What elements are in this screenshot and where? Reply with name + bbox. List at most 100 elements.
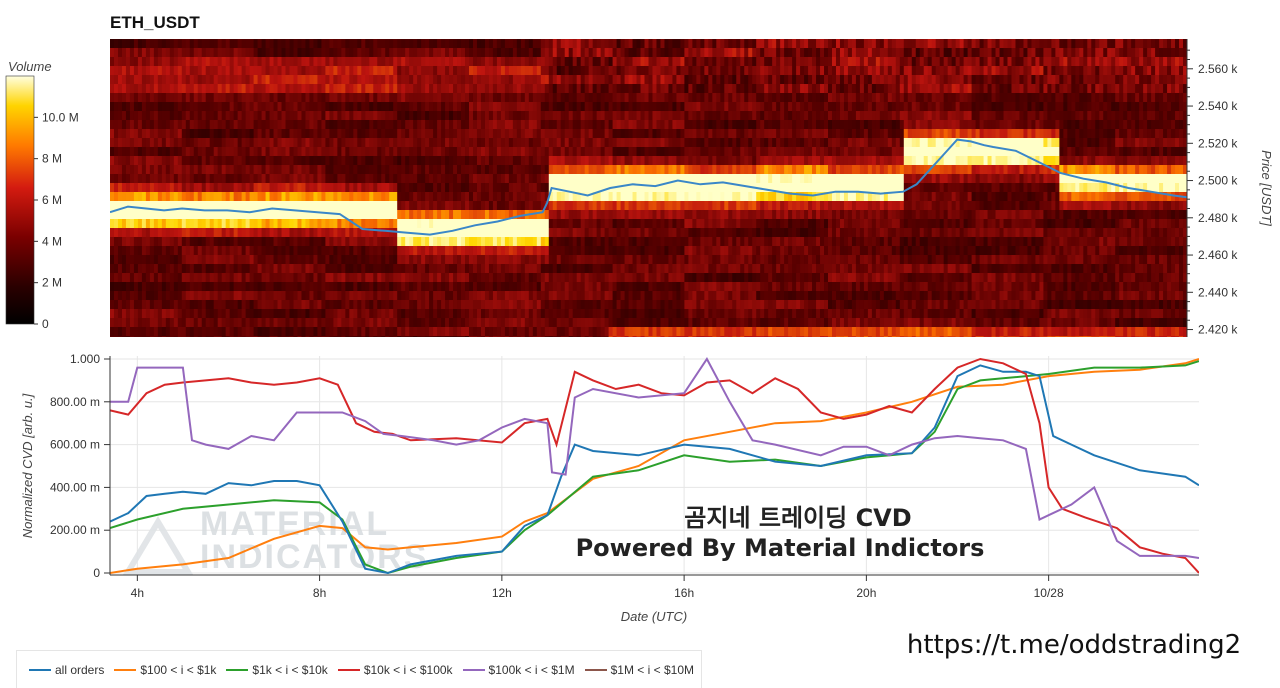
heatmap-cell xyxy=(457,228,462,237)
heatmap-cell xyxy=(445,291,450,300)
heatmap-cell xyxy=(117,291,123,300)
heatmap-cell xyxy=(293,129,299,138)
heatmap-cell xyxy=(540,120,546,129)
heatmap-cell xyxy=(628,156,634,165)
heatmap-cell xyxy=(552,84,558,93)
heatmap-cell xyxy=(165,147,171,156)
heatmap-cell xyxy=(421,84,426,93)
heatmap-cell xyxy=(209,210,215,219)
heatmap-cell xyxy=(608,84,614,93)
heatmap-cell xyxy=(488,84,494,93)
heatmap-cell xyxy=(417,336,422,337)
heatmap-cell xyxy=(333,291,338,300)
heatmap-cell xyxy=(225,327,231,336)
heatmap-cell xyxy=(377,210,382,219)
heatmap-cell xyxy=(369,129,374,138)
heatmap-cell xyxy=(692,165,697,174)
heatmap-cell xyxy=(249,192,255,201)
heatmap-cell xyxy=(293,201,299,210)
heatmap-cell xyxy=(169,66,175,75)
heatmap-cell xyxy=(149,264,155,273)
heatmap-cell xyxy=(656,93,662,102)
heatmap-cell xyxy=(365,138,370,147)
heatmap-cell xyxy=(560,228,566,237)
heatmap-cell xyxy=(209,309,215,318)
heatmap-cell xyxy=(197,210,203,219)
heatmap-cell xyxy=(305,129,311,138)
heatmap-cell xyxy=(305,336,311,337)
heatmap-cell xyxy=(496,165,502,174)
heatmap-cell xyxy=(644,273,650,282)
heatmap-cell xyxy=(608,255,614,264)
heatmap-cell xyxy=(528,309,534,318)
heatmap-cell xyxy=(616,201,622,210)
heatmap-cell xyxy=(345,273,350,282)
heatmap-cell xyxy=(353,291,358,300)
heatmap-cell xyxy=(289,84,295,93)
heatmap-cell xyxy=(616,129,622,138)
heatmap-cell xyxy=(500,156,506,165)
heatmap-cell xyxy=(660,93,666,102)
heatmap-cell xyxy=(381,282,386,291)
heatmap-cell xyxy=(660,300,666,309)
heatmap-cell xyxy=(672,282,678,291)
heatmap-cell xyxy=(341,264,346,273)
heatmap-cell xyxy=(381,57,386,66)
heatmap-cell xyxy=(297,84,303,93)
heatmap-cell xyxy=(441,255,446,264)
heatmap-cell xyxy=(417,174,422,183)
heatmap-cell xyxy=(596,210,602,219)
heatmap-cell xyxy=(572,66,578,75)
heatmap-cell xyxy=(472,66,478,75)
heatmap-cell xyxy=(405,309,410,318)
heatmap-cell xyxy=(145,120,151,129)
heatmap-cell xyxy=(584,183,590,192)
heatmap-cell xyxy=(129,156,135,165)
heatmap-cell xyxy=(277,255,283,264)
heatmap-cell xyxy=(281,228,287,237)
heatmap-cell xyxy=(576,57,582,66)
heatmap-cell xyxy=(461,291,466,300)
heatmap-cell xyxy=(185,174,191,183)
heatmap-cell xyxy=(584,201,590,210)
heatmap-cell xyxy=(213,273,219,282)
heatmap-cell xyxy=(125,129,131,138)
heatmap-cell xyxy=(580,192,586,201)
heatmap-cell xyxy=(297,165,303,174)
heatmap-cell xyxy=(305,210,311,219)
heatmap-cell xyxy=(277,210,283,219)
heatmap-cell xyxy=(353,120,358,129)
heatmap-cell xyxy=(572,201,578,210)
heatmap-cell xyxy=(353,210,358,219)
heatmap-cell xyxy=(612,93,618,102)
heatmap-cell xyxy=(441,300,446,309)
heatmap-cell xyxy=(652,75,658,84)
heatmap-cell xyxy=(245,84,251,93)
heatmap-cell xyxy=(632,156,638,165)
heatmap-title: ETH_USDT xyxy=(110,13,200,32)
heatmap-cell xyxy=(632,93,638,102)
heatmap-cell xyxy=(560,48,566,57)
heatmap-cell xyxy=(277,264,283,273)
heatmap-cell xyxy=(173,309,179,318)
heatmap-cell xyxy=(293,120,299,129)
heatmap-cell xyxy=(449,210,454,219)
heatmap-cell xyxy=(377,174,382,183)
heatmap-cell xyxy=(445,192,450,201)
heatmap-cell xyxy=(205,48,211,57)
heatmap-cell xyxy=(293,174,299,183)
heatmap-cell xyxy=(676,120,682,129)
heatmap-cell xyxy=(341,192,346,201)
heatmap-cell xyxy=(373,111,378,120)
heatmap-cell xyxy=(472,309,478,318)
heatmap-cell xyxy=(488,264,494,273)
heatmap-cell xyxy=(253,84,259,93)
heatmap-cell xyxy=(548,246,554,255)
heatmap-cell xyxy=(317,237,323,246)
heatmap-cell xyxy=(169,291,175,300)
heatmap-cell xyxy=(600,174,606,183)
heatmap-cell xyxy=(245,147,251,156)
heatmap-cell xyxy=(125,228,131,237)
heatmap-cell xyxy=(249,336,255,337)
heatmap-cell xyxy=(576,102,582,111)
